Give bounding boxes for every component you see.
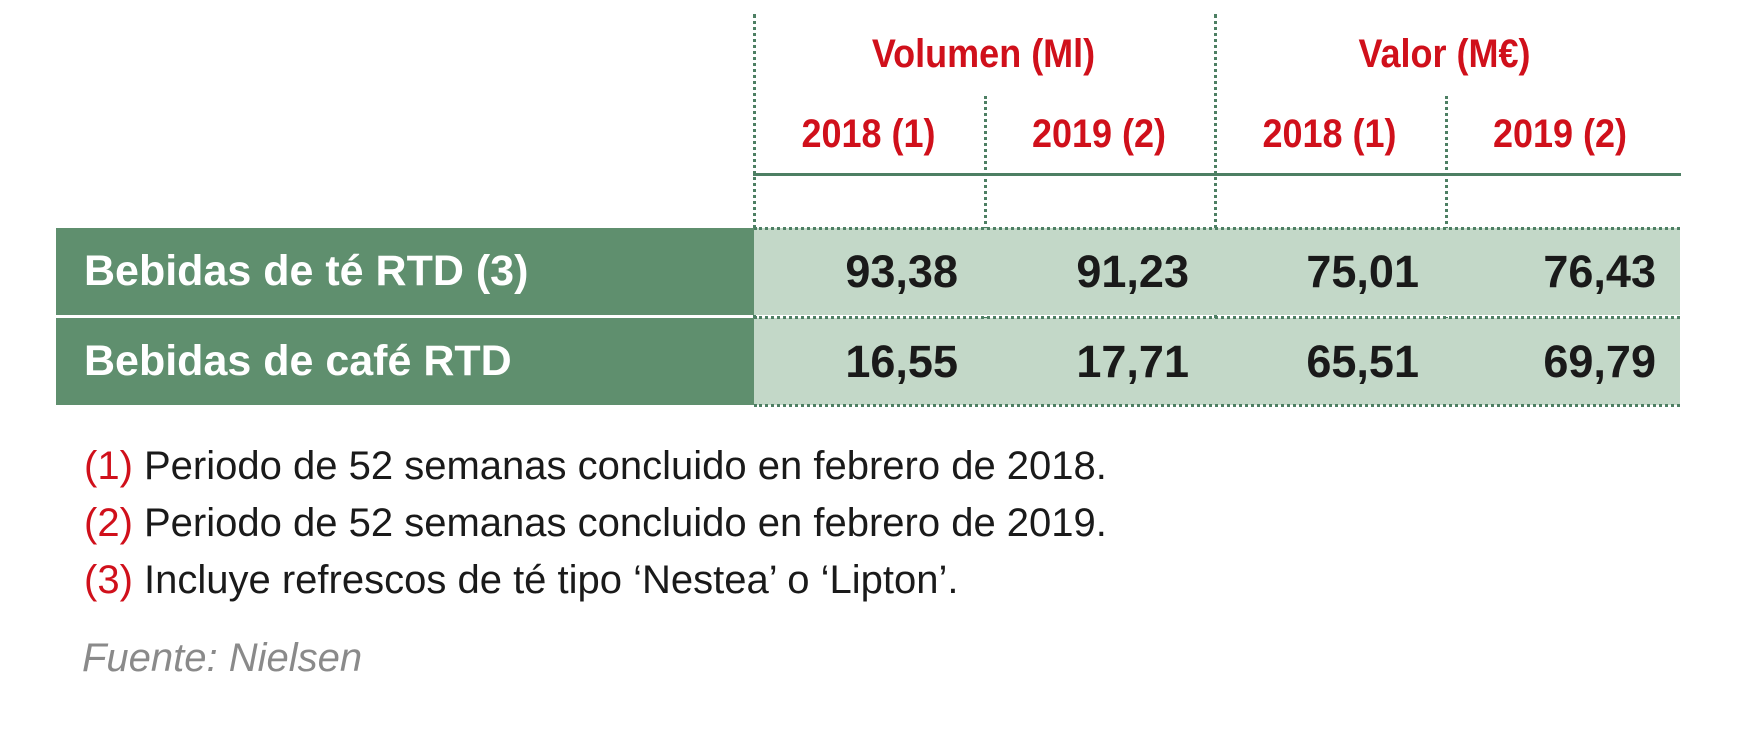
year-header: 2018 (1) (801, 112, 936, 156)
table-cell: 16,55 (845, 335, 958, 387)
footnote-number: (1) (84, 444, 133, 488)
year-header: 2019 (2) (1492, 112, 1628, 156)
row-data-background (754, 318, 1680, 405)
table-cell: 75,01 (1306, 245, 1419, 297)
footnote-number: (3) (84, 558, 133, 602)
row-divider (754, 227, 1680, 230)
row-data-background (754, 228, 1680, 315)
row-divider (754, 316, 1680, 319)
group-header-valor: Valor (M€) (1358, 32, 1531, 76)
footnote: (2) Periodo de 52 semanas concluido en f… (84, 501, 1107, 546)
column-divider (753, 14, 756, 404)
table-cell: 93,38 (845, 245, 958, 297)
group-header-volumen: Volumen (Ml) (871, 32, 1096, 76)
table-cell: 69,79 (1543, 335, 1656, 387)
year-header: 2018 (1) (1262, 112, 1397, 156)
row-label: Bebidas de té RTD (3) (56, 228, 754, 315)
footnote-text: Periodo de 52 semanas concluido en febre… (132, 501, 1107, 545)
table-cell: 65,51 (1306, 335, 1419, 387)
source-credit: Fuente: Nielsen (82, 636, 363, 680)
table-row: Bebidas de té RTD (3) 93,38 91,23 75,01 … (56, 228, 1680, 315)
row-label: Bebidas de café RTD (56, 318, 754, 405)
table-cell: 76,43 (1543, 245, 1656, 297)
header-rule (753, 173, 1681, 176)
footnote: (3) Incluye refrescos de té tipo ‘Nestea… (84, 558, 959, 603)
table-cell: 17,71 (1076, 335, 1189, 387)
table-cell: 91,23 (1076, 245, 1189, 297)
row-divider (754, 404, 1680, 407)
footnote-text: Periodo de 52 semanas concluido en febre… (132, 444, 1107, 488)
footnote-text: Incluye refrescos de té tipo ‘Nestea’ o … (132, 558, 959, 602)
table-row: Bebidas de café RTD 16,55 17,71 65,51 69… (56, 318, 1680, 405)
footnote-number: (2) (84, 501, 133, 545)
column-divider (1214, 14, 1217, 404)
year-header: 2019 (2) (1031, 112, 1167, 156)
footnote: (1) Periodo de 52 semanas concluido en f… (84, 444, 1107, 489)
